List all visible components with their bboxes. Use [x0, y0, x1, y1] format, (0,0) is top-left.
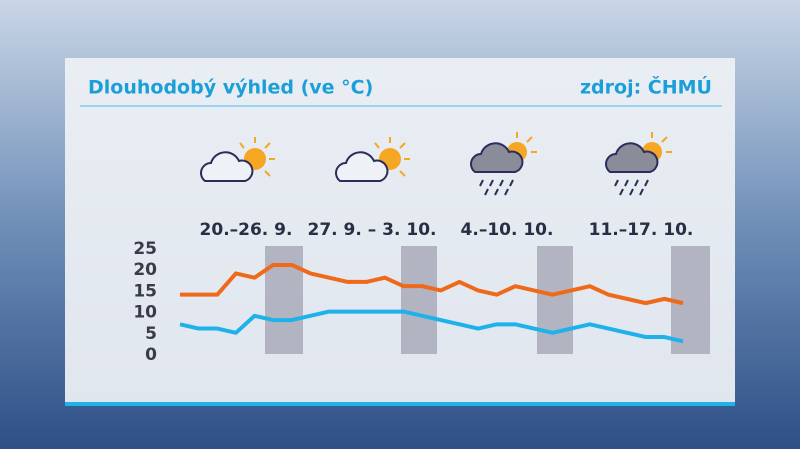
weather-icons: [200, 132, 672, 196]
temperature-line: [179, 309, 684, 344]
weekend-band: [401, 246, 437, 354]
y-tick-label: 10: [133, 303, 157, 323]
weekend-band: [537, 246, 573, 354]
weekend-band: [265, 246, 303, 354]
week-label: 20.–26. 9.: [200, 220, 293, 240]
rain-icon: [470, 132, 537, 196]
partly-cloudy-icon: [335, 137, 410, 182]
panel: [65, 58, 735, 405]
panel-border: [65, 402, 735, 406]
week-label: 11.–17. 10.: [589, 220, 694, 240]
source: zdroj: ČHMÚ: [580, 75, 712, 99]
partly-cloudy-icon: [200, 137, 275, 182]
y-tick-label: 25: [133, 239, 157, 259]
y-tick-label: 15: [133, 281, 157, 301]
y-tick-label: 20: [133, 260, 157, 280]
y-tick-label: 5: [145, 324, 157, 344]
week-label: 27. 9. – 3. 10.: [308, 220, 437, 240]
rain-icon: [605, 132, 672, 196]
chart-title: Dlouhodobý výhled (ve °C): [88, 77, 373, 99]
y-tick-label: 0: [145, 345, 157, 365]
week-label: 4.–10. 10.: [461, 220, 554, 240]
temperature-line: [180, 262, 684, 306]
